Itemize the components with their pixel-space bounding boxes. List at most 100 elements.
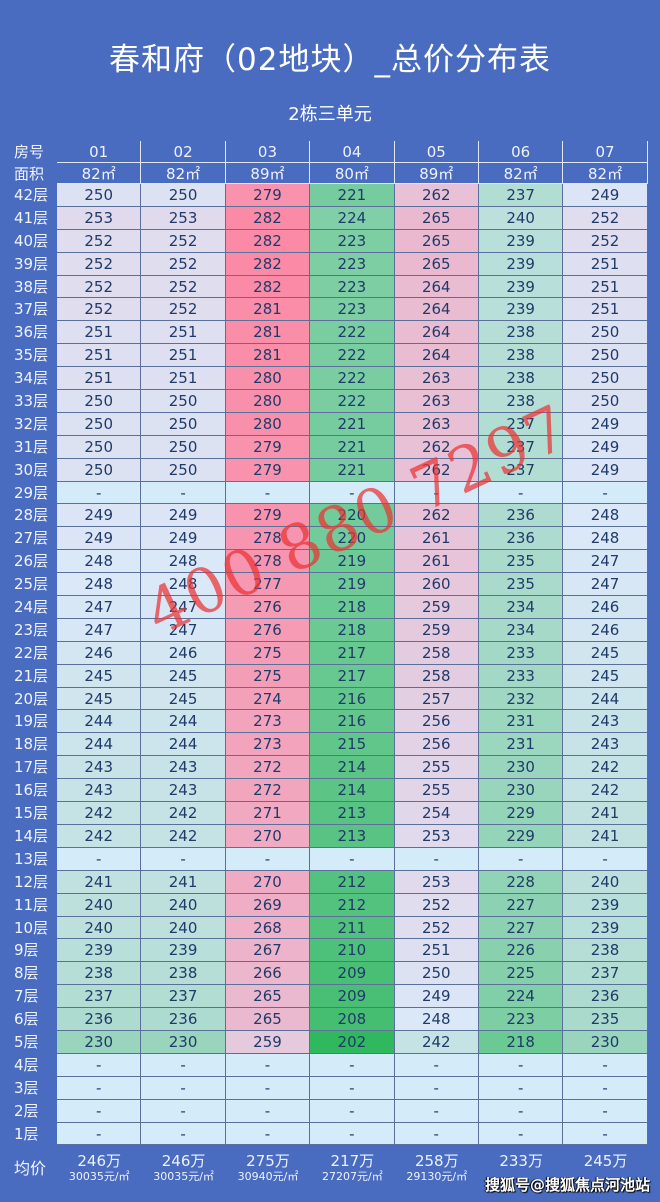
price-cell: 261 bbox=[394, 527, 479, 551]
price-cell: 263 bbox=[394, 412, 479, 436]
price-cell: - bbox=[563, 481, 648, 505]
price-cell: 269 bbox=[225, 893, 311, 917]
table-row: 7层 237 237 265 209 249 224 236 bbox=[0, 985, 660, 1009]
price-cell: 240 bbox=[141, 893, 226, 917]
floor-label: 5层 bbox=[14, 1032, 39, 1051]
price-cell: - bbox=[478, 1099, 564, 1123]
table-row: 22层 246 246 275 217 258 233 245 bbox=[0, 641, 660, 665]
price-cell: 253 bbox=[57, 206, 142, 230]
price-cell: 246 bbox=[57, 641, 142, 665]
price-cell: 241 bbox=[57, 870, 142, 894]
price-cell: - bbox=[141, 847, 226, 871]
price-cell: 251 bbox=[141, 367, 226, 391]
table-row: 12层 241 241 270 212 253 228 240 bbox=[0, 870, 660, 894]
floor-label: 30层 bbox=[14, 460, 49, 479]
price-cell: - bbox=[141, 1099, 226, 1123]
price-cell: 240 bbox=[563, 870, 648, 894]
floor-label: 7层 bbox=[14, 987, 39, 1006]
table-row: 27层 249 249 278 220 261 236 248 bbox=[0, 527, 660, 551]
price-cell: 250 bbox=[141, 390, 226, 413]
price-cell: 265 bbox=[394, 229, 479, 253]
price-cell: 250 bbox=[57, 435, 142, 459]
floor-label: 42层 bbox=[14, 186, 49, 204]
price-cell: 221 bbox=[310, 184, 395, 207]
table-row: 31层 250 250 279 221 262 237 249 bbox=[0, 435, 660, 459]
price-cell: 265 bbox=[394, 252, 479, 276]
price-cell: 252 bbox=[57, 252, 142, 276]
price-cell: 234 bbox=[478, 596, 564, 619]
room-area: 89㎡ bbox=[225, 162, 311, 184]
price-cell: 237 bbox=[563, 962, 648, 986]
average-cell: 275万 30940元/㎡ bbox=[226, 1152, 310, 1186]
table-row: 38层 252 252 282 223 264 239 251 bbox=[0, 275, 660, 299]
room-number: 07 bbox=[563, 141, 648, 163]
price-cell: - bbox=[225, 847, 311, 871]
price-cell: 251 bbox=[141, 344, 226, 368]
price-cell: 259 bbox=[394, 618, 479, 642]
price-cell: 230 bbox=[57, 1030, 142, 1054]
table-body: 42层 250 250 279 221 262 237 249 41层 253 253 282 224 2… bbox=[0, 184, 660, 1146]
price-cell: 248 bbox=[57, 550, 142, 574]
average-cell: 233万 bbox=[479, 1152, 563, 1186]
price-cell: - bbox=[394, 1099, 479, 1123]
table-row: 23层 247 247 276 218 259 234 246 bbox=[0, 618, 660, 642]
price-cell: 265 bbox=[394, 206, 479, 230]
source-watermark: 搜狐号@搜狐焦点河池站 bbox=[484, 1176, 650, 1194]
price-cell: 248 bbox=[57, 573, 142, 597]
price-cell: 258 bbox=[394, 641, 479, 665]
price-cell: 282 bbox=[225, 275, 311, 299]
price-cell: 244 bbox=[141, 733, 226, 757]
price-cell: - bbox=[310, 1053, 395, 1077]
price-cell: 223 bbox=[310, 298, 395, 322]
price-cell: 238 bbox=[478, 344, 564, 368]
table-row: 2层 - - - - - - - bbox=[0, 1099, 660, 1123]
price-cell: 233 bbox=[478, 664, 564, 688]
table-row: 8层 238 238 266 209 250 225 237 bbox=[0, 962, 660, 986]
price-cell: 239 bbox=[478, 275, 564, 299]
floor-label: 10层 bbox=[14, 918, 49, 937]
price-cell: 244 bbox=[57, 733, 142, 757]
price-cell: 251 bbox=[563, 252, 648, 276]
price-cell: 249 bbox=[563, 184, 648, 207]
price-cell: 239 bbox=[141, 939, 226, 963]
price-cell: 214 bbox=[310, 756, 395, 780]
price-cell: 241 bbox=[563, 824, 648, 848]
table-row: 42层 250 250 279 221 262 237 249 bbox=[0, 184, 660, 207]
floor-label: 35层 bbox=[14, 346, 49, 365]
price-cell: 280 bbox=[225, 367, 311, 391]
price-cell: 264 bbox=[394, 275, 479, 299]
price-cell: 265 bbox=[225, 985, 311, 1009]
average-total: 217万 bbox=[330, 1152, 375, 1170]
price-cell: 245 bbox=[141, 664, 226, 688]
room-area: 82㎡ bbox=[141, 162, 226, 184]
average-unit-price: 27207元/㎡ bbox=[322, 1170, 383, 1183]
price-cell: 223 bbox=[310, 229, 395, 253]
price-cell: 253 bbox=[141, 206, 226, 230]
price-cell: 253 bbox=[394, 824, 479, 848]
room-area: 89㎡ bbox=[394, 162, 479, 184]
table-row: 3层 - - - - - - - bbox=[0, 1076, 660, 1100]
price-cell: 219 bbox=[310, 573, 395, 597]
price-cell: 217 bbox=[310, 664, 395, 688]
room-label: 房号 bbox=[14, 143, 45, 161]
price-cell: 223 bbox=[310, 275, 395, 299]
price-cell: 250 bbox=[563, 344, 648, 368]
price-cell: 266 bbox=[225, 962, 311, 986]
average-cell: 246万 30035元/㎡ bbox=[57, 1152, 141, 1186]
price-cell: 249 bbox=[394, 985, 479, 1009]
price-cell: 252 bbox=[57, 275, 142, 299]
price-cell: 251 bbox=[57, 367, 142, 391]
price-cell: - bbox=[394, 847, 479, 871]
price-cell: 236 bbox=[57, 1008, 142, 1031]
floor-label: 41层 bbox=[14, 208, 49, 227]
table-row: 28层 249 249 279 220 262 236 248 bbox=[0, 504, 660, 528]
floor-label: 39层 bbox=[14, 254, 49, 273]
price-cell: 249 bbox=[563, 412, 648, 436]
price-cell: 239 bbox=[478, 298, 564, 322]
price-cell: 216 bbox=[310, 687, 395, 711]
price-cell: - bbox=[394, 1076, 479, 1100]
price-cell: 252 bbox=[141, 298, 226, 322]
floor-label: 11层 bbox=[14, 895, 49, 914]
average-total: 233万 bbox=[499, 1152, 543, 1170]
price-cell: 238 bbox=[478, 321, 564, 345]
